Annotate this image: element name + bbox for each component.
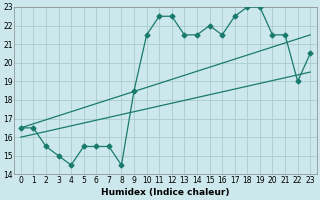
X-axis label: Humidex (Indice chaleur): Humidex (Indice chaleur) [101, 188, 230, 197]
